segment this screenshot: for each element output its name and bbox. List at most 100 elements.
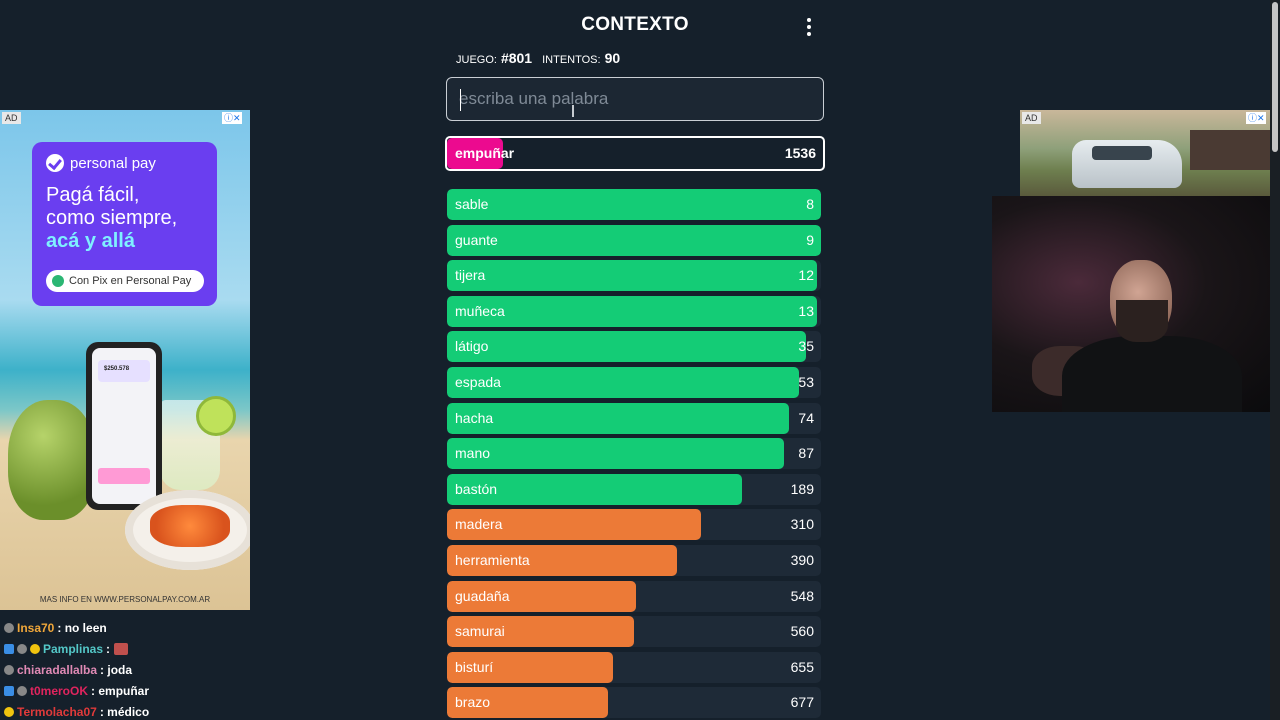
guess-row: tijera 12	[447, 260, 821, 291]
chat-badge-icon	[4, 643, 14, 654]
chat-username[interactable]: Termolacha07	[17, 704, 97, 719]
chat-badge-icon	[4, 685, 14, 696]
guess-row: espada 53	[447, 367, 821, 398]
guess-row: samurai 560	[447, 616, 821, 647]
guess-rank: 310	[790, 516, 814, 532]
chat-badge-icon	[30, 643, 40, 654]
shrimp-image	[150, 505, 230, 547]
guess-rank: 87	[798, 445, 814, 461]
juego-label: juego:	[456, 54, 497, 66]
chat-text: : joda	[100, 662, 133, 677]
guess-word: brazo	[455, 694, 491, 710]
guess-word: espada	[455, 374, 501, 390]
pix-icon	[52, 275, 64, 287]
lime-image	[196, 396, 236, 436]
personal-pay-logo-icon	[46, 154, 64, 172]
scrollbar-thumb[interactable]	[1272, 2, 1278, 152]
guess-fill	[447, 438, 784, 469]
guess-rank: 53	[798, 374, 814, 390]
guess-fill	[447, 260, 818, 291]
current-guess-fill	[447, 138, 504, 169]
guess-word: bastón	[455, 481, 498, 497]
guess-rank: 13	[798, 303, 814, 319]
guess-row: guadaña 548	[447, 581, 821, 612]
phone-image: $250.578	[86, 342, 162, 510]
guess-fill	[447, 581, 636, 612]
juego-value: #801	[500, 50, 533, 66]
chat-text: :	[106, 641, 111, 656]
chat-message: Termolacha07: médico	[4, 701, 304, 720]
house-image	[1190, 130, 1270, 170]
chat-badge-icon	[4, 706, 14, 717]
ad-promo-card: personal pay Pagá fácil, como siempre, a…	[32, 142, 217, 306]
ad-banner-right[interactable]: AD ⓘ ✕	[1020, 110, 1270, 196]
guess-row: madera 310	[447, 509, 821, 540]
ad-tag: AD	[2, 112, 21, 124]
chat-text: : empuñar	[91, 683, 150, 698]
ad-footer: MAS INFO EN WWW.PERSONALPAY.COM.AR	[39, 595, 211, 604]
guess-word: guadaña	[455, 588, 510, 604]
guess-fill	[447, 545, 677, 576]
more-vertical-icon[interactable]	[802, 16, 816, 38]
ad-banner-left[interactable]: AD ⓘ ✕ personal pay Pagá fácil, como siem…	[0, 110, 250, 610]
webcam-overlay	[992, 196, 1280, 412]
guess-fill	[447, 509, 702, 540]
chat-username[interactable]: t0meroOK	[30, 683, 89, 698]
guess-rank: 560	[790, 623, 814, 639]
guess-word: madera	[455, 516, 503, 532]
guess-word: muñeca	[455, 303, 505, 319]
guess-rank: 12	[798, 267, 814, 283]
guess-fill	[447, 616, 634, 647]
guess-word: hacha	[455, 410, 494, 426]
guess-row: látigo 35	[447, 331, 821, 362]
guess-word: bisturí	[455, 659, 494, 675]
chat-message: Pamplinas:	[4, 638, 304, 659]
chat-message: chiaradallalba: joda	[4, 659, 304, 680]
stream-chat: Insa70: no leen Pamplinas: chiaradallalba:…	[4, 617, 304, 720]
guess-rank: 548	[790, 588, 814, 604]
guess-row: bastón 189	[447, 474, 821, 505]
guess-rank: 390	[790, 552, 814, 568]
guess-row: sable 8	[447, 189, 821, 220]
guess-fill	[447, 474, 743, 505]
guess-rank: 677	[790, 694, 814, 710]
guess-rank: 655	[790, 659, 814, 675]
ad-info-icon[interactable]: ⓘ ✕	[222, 112, 242, 124]
chat-username[interactable]: Insa70	[17, 620, 55, 635]
intentos-label: intentos:	[542, 54, 601, 66]
guess-fill	[447, 225, 821, 256]
guess-rank: 8	[806, 196, 814, 212]
word-input-container[interactable]	[446, 77, 824, 121]
guess-fill	[447, 189, 821, 220]
phone-amount: $250.578	[104, 366, 130, 372]
webcam-body	[1062, 336, 1242, 412]
chat-badge-icon	[17, 643, 27, 654]
page-scrollbar[interactable]	[1270, 0, 1280, 720]
guess-fill	[447, 296, 818, 327]
guess-word: samurai	[455, 623, 505, 639]
chat-text: : médico	[99, 704, 150, 719]
text-caret	[460, 89, 461, 111]
guess-word: guante	[455, 232, 498, 248]
guess-word: tijera	[455, 267, 486, 283]
word-input[interactable]	[447, 78, 823, 120]
ad-info-icon-right[interactable]: ⓘ ✕	[1246, 112, 1266, 124]
guess-rank: 74	[798, 410, 814, 426]
ad-cta-button[interactable]: Con Pix en Personal Pay	[46, 270, 204, 292]
current-guess-rank: 1536	[784, 145, 816, 161]
chat-text: : no leen	[57, 620, 107, 635]
chat-message: Insa70: no leen	[4, 617, 304, 638]
guess-row: bisturí 655	[447, 652, 821, 683]
guess-rank: 9	[806, 232, 814, 248]
app-title: CONTEXTO	[581, 14, 689, 35]
car-image	[1072, 140, 1182, 188]
ad-brand: personal pay	[70, 154, 156, 172]
webcam-beard	[1116, 300, 1168, 342]
guess-row: guante 9	[447, 225, 821, 256]
ad-headline: Pagá fácil, como siempre, acá y allá	[46, 184, 178, 252]
current-guess-row: empuñar 1536	[445, 136, 825, 171]
guess-fill	[447, 367, 799, 398]
chat-username[interactable]: Pamplinas	[43, 641, 104, 656]
guess-row: muñeca 13	[447, 296, 821, 327]
chat-username[interactable]: chiaradallalba	[17, 662, 98, 677]
